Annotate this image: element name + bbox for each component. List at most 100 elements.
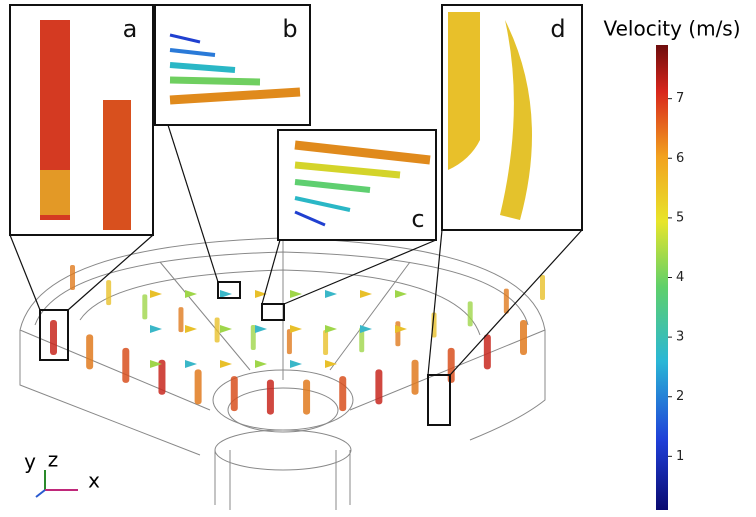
glyph xyxy=(214,317,220,343)
glyph xyxy=(220,325,232,333)
glyph xyxy=(230,376,238,412)
leader xyxy=(427,229,443,376)
glyph-column xyxy=(448,12,480,170)
arrow xyxy=(294,196,351,212)
glyph xyxy=(255,290,267,298)
glyph xyxy=(540,275,545,300)
inner-shell xyxy=(79,269,481,336)
inset-a: a xyxy=(9,4,154,236)
glyph-column xyxy=(500,20,532,220)
glyph xyxy=(250,324,256,350)
glyph xyxy=(158,359,166,395)
zoom-box xyxy=(427,374,451,426)
glyph xyxy=(395,321,401,347)
arrow xyxy=(294,179,371,193)
glyph xyxy=(185,290,197,298)
axis-label: y xyxy=(24,450,36,474)
glyph xyxy=(375,369,383,405)
colorbar-tick-label: 6 xyxy=(676,151,684,166)
colorbar-tick-label: 5 xyxy=(676,210,684,225)
glyph xyxy=(150,290,162,298)
glyph xyxy=(360,290,372,298)
arrow xyxy=(294,161,401,179)
glyph xyxy=(467,301,473,327)
glyph xyxy=(142,294,148,320)
glyph xyxy=(395,325,407,333)
glyph xyxy=(359,327,365,353)
glyph-column xyxy=(103,100,131,230)
arrow xyxy=(169,76,261,86)
colorbar-title: Velocity (m/s) xyxy=(603,17,740,41)
glyph xyxy=(86,334,94,370)
glyph xyxy=(303,379,311,415)
leader xyxy=(167,124,219,283)
arrow xyxy=(169,62,236,73)
glyph xyxy=(325,360,337,368)
colorbar-tick-label: 4 xyxy=(676,270,684,285)
outer-shell xyxy=(19,330,201,456)
glyph xyxy=(50,320,57,355)
glyph xyxy=(178,307,184,333)
glyph xyxy=(220,290,232,298)
panel-label: d xyxy=(550,15,565,43)
colorbar: Velocity (m/s) 1 2 3 4 5 6 7 xyxy=(603,17,741,510)
glyph xyxy=(194,369,202,405)
glyph xyxy=(290,290,302,298)
glyph xyxy=(286,329,292,355)
colorbar-tick-label: 1 xyxy=(676,449,684,464)
glyph xyxy=(70,265,75,290)
glyph xyxy=(220,360,232,368)
glyph xyxy=(106,280,112,306)
glyph xyxy=(360,325,372,333)
arrow xyxy=(169,87,301,105)
glyph xyxy=(290,360,302,368)
glyph xyxy=(395,290,407,298)
glyph xyxy=(339,376,347,412)
axis-label: z xyxy=(48,448,59,472)
glyph xyxy=(483,334,491,370)
arrow xyxy=(169,48,216,57)
glyph xyxy=(266,379,274,415)
zoom-box xyxy=(261,303,285,321)
zoom-box xyxy=(217,281,241,299)
glyph xyxy=(255,325,267,333)
pipe xyxy=(214,429,352,471)
glyph xyxy=(325,290,337,298)
glyph xyxy=(290,325,302,333)
axis-label: x xyxy=(88,469,100,493)
glyph xyxy=(185,360,197,368)
inset-frame xyxy=(154,4,311,126)
leader xyxy=(9,234,41,311)
glyph xyxy=(185,325,197,333)
glyph xyxy=(520,320,527,355)
leader xyxy=(67,234,154,311)
arrow xyxy=(169,33,201,44)
velocity-glyphs xyxy=(50,265,545,415)
glyph xyxy=(323,329,329,355)
leader xyxy=(449,229,583,376)
glyph xyxy=(447,347,455,383)
glyph xyxy=(150,360,162,368)
colorbar-tick-label: 7 xyxy=(676,91,684,106)
leader xyxy=(283,239,437,305)
glyph-column xyxy=(40,170,70,215)
axis-arrow xyxy=(35,489,46,498)
pipe xyxy=(214,450,351,510)
glyph xyxy=(150,325,162,333)
glyph xyxy=(503,288,509,314)
zoom-box xyxy=(39,309,69,361)
leader xyxy=(261,239,281,305)
inset-b: b xyxy=(154,4,311,126)
glyph xyxy=(411,359,419,395)
inset-c: c xyxy=(277,129,437,241)
glyph xyxy=(255,360,267,368)
arrow xyxy=(294,140,431,165)
axes-triad: y z x xyxy=(24,448,100,498)
glyph xyxy=(325,325,337,333)
arrow xyxy=(294,210,326,227)
panel-label: a xyxy=(123,15,138,43)
inset-d: d xyxy=(441,4,583,231)
colorbar-ramp xyxy=(656,45,668,510)
colorbar-tick-label: 2 xyxy=(676,389,684,404)
